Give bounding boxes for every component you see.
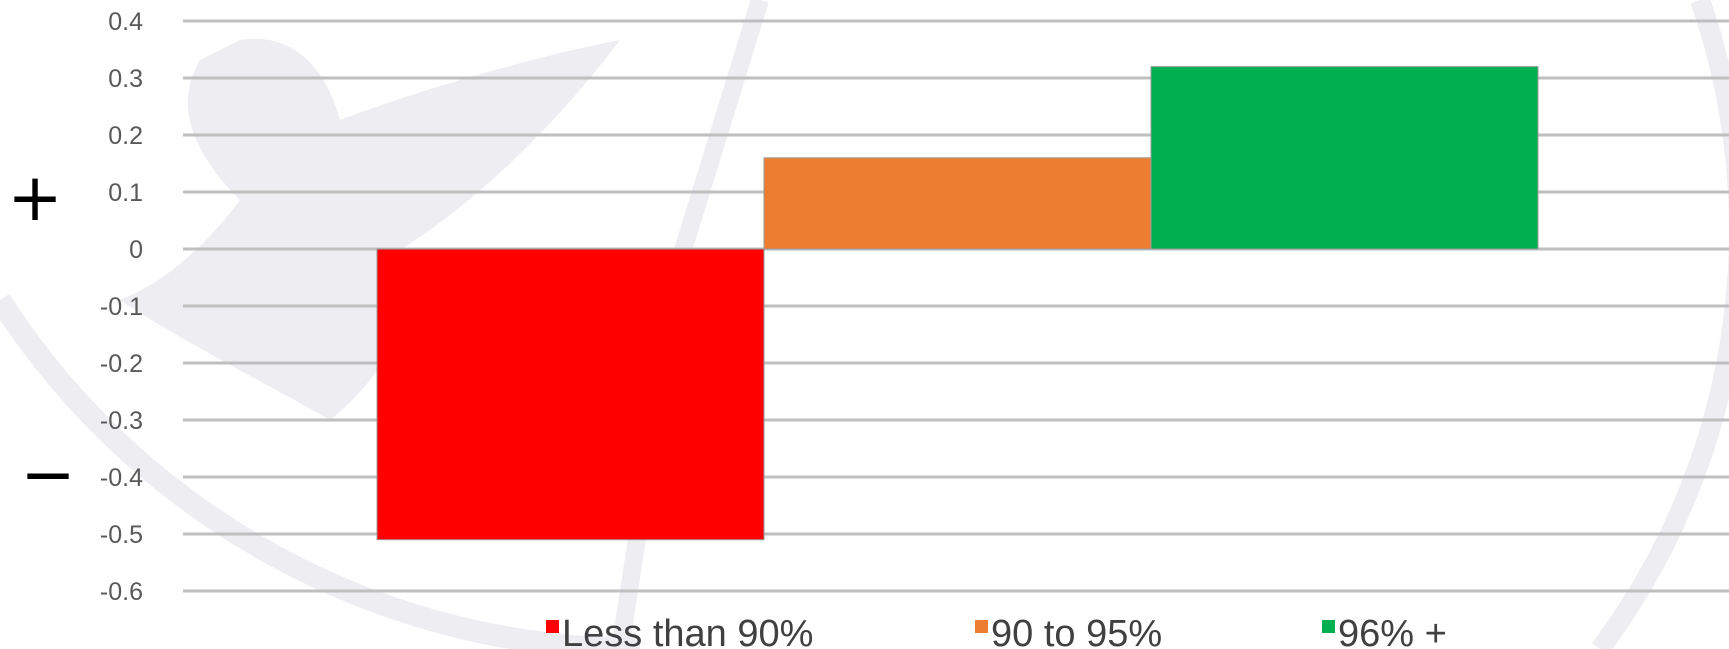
y-axis-ticks: 0.4 0.3 0.2 0.1 0 -0.1 -0.2 -0.3 -0.4 -0.5 -0.6 <box>100 8 143 606</box>
legend-label: 96% + <box>1338 613 1447 649</box>
y-tick-label: 0.1 <box>108 179 143 207</box>
negative-sign-label: − <box>20 436 75 513</box>
bar-2 <box>1150 66 1539 250</box>
legend-swatch <box>546 620 559 633</box>
bar-1 <box>763 157 1152 250</box>
bar-0 <box>376 248 765 541</box>
y-tick-label: 0.3 <box>108 65 143 93</box>
legend-swatch <box>975 620 988 633</box>
y-tick-label: -0.4 <box>100 464 143 492</box>
y-tick-label: 0.2 <box>108 122 143 150</box>
y-tick-label: -0.1 <box>100 293 143 321</box>
legend-swatch <box>1322 620 1335 633</box>
legend: Less than 90% 90 to 95% 96% + <box>546 613 1447 649</box>
positive-sign-label: + <box>7 159 62 236</box>
legend-label: Less than 90% <box>562 613 813 649</box>
y-tick-label: -0.6 <box>100 578 143 606</box>
y-tick-label: -0.5 <box>100 521 143 549</box>
legend-label: 90 to 95% <box>991 613 1162 649</box>
bars <box>376 66 1539 541</box>
y-tick-label: -0.2 <box>100 350 143 378</box>
y-tick-label: -0.3 <box>100 407 143 435</box>
watermark-arc <box>1591 0 1729 649</box>
watermark-arc <box>0 294 640 649</box>
y-tick-label: 0 <box>129 236 143 264</box>
y-tick-label: 0.4 <box>108 8 143 36</box>
